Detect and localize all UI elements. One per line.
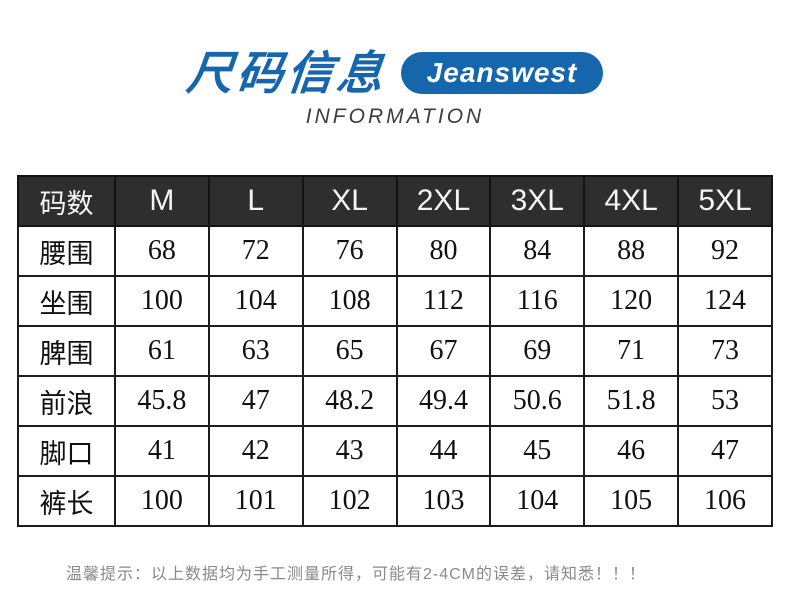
size-header-cell: L bbox=[207, 175, 304, 227]
row-label: 裤长 bbox=[17, 475, 116, 527]
measurement-cell: 72 bbox=[207, 225, 304, 277]
measurement-cell: 112 bbox=[395, 275, 492, 327]
row-label: 脚口 bbox=[17, 425, 116, 477]
table-row: 脚口 41 42 43 44 45 46 47 bbox=[17, 425, 773, 477]
measurement-cell: 124 bbox=[677, 275, 773, 327]
measurement-cell: 84 bbox=[489, 225, 586, 277]
measurement-cell: 71 bbox=[583, 325, 680, 377]
measurement-cell: 92 bbox=[677, 225, 773, 277]
table-row: 脾围 61 63 65 67 69 71 73 bbox=[17, 325, 773, 377]
measurement-cell: 76 bbox=[301, 225, 398, 277]
size-info-page: 尺码信息 Jeanswest INFORMATION 码数 M L XL 2XL 3XL 4… bbox=[0, 47, 790, 591]
measurement-cell: 42 bbox=[207, 425, 304, 477]
jeanswest-logo: Jeanswest bbox=[400, 52, 604, 94]
size-header-cell: 3XL bbox=[489, 175, 586, 227]
measurement-cell: 45 bbox=[489, 425, 586, 477]
size-table-body: 腰围 68 72 76 80 84 88 92 坐围 100 104 108 112 116 120 124 脾… bbox=[17, 225, 773, 527]
measurement-cell: 104 bbox=[489, 475, 586, 527]
measurement-cell: 103 bbox=[395, 475, 492, 527]
page-subtitle: INFORMATION bbox=[305, 105, 485, 128]
measurement-cell: 104 bbox=[207, 275, 304, 327]
page-title: 尺码信息 bbox=[183, 47, 390, 99]
measurement-cell: 47 bbox=[207, 375, 304, 427]
size-header-cell: 2XL bbox=[395, 175, 492, 227]
measurement-cell: 102 bbox=[301, 475, 398, 527]
measurement-cell: 46 bbox=[583, 425, 680, 477]
size-header-cell: M bbox=[114, 175, 210, 227]
measurement-cell: 120 bbox=[583, 275, 680, 327]
measurement-cell: 68 bbox=[114, 225, 210, 277]
size-header-cell: 5XL bbox=[677, 175, 773, 227]
measurement-cell: 44 bbox=[395, 425, 492, 477]
disclaimer-note: 温馨提示：以上数据均为手工测量所得，可能有2-4CM的误差，请知悉！！！ bbox=[66, 566, 647, 583]
measurement-cell: 108 bbox=[301, 275, 398, 327]
measurement-cell: 100 bbox=[114, 275, 210, 327]
size-header-cell: XL bbox=[301, 175, 398, 227]
table-row: 腰围 68 72 76 80 84 88 92 bbox=[17, 225, 773, 277]
size-table-corner-header: 码数 bbox=[17, 175, 116, 227]
measurement-cell: 116 bbox=[489, 275, 586, 327]
measurement-cell: 47 bbox=[677, 425, 773, 477]
measurement-cell: 50.6 bbox=[489, 375, 586, 427]
size-header-cell: 4XL bbox=[583, 175, 680, 227]
measurement-cell: 41 bbox=[114, 425, 210, 477]
measurement-cell: 61 bbox=[114, 325, 210, 377]
table-row: 前浪 45.8 47 48.2 49.4 50.6 51.8 53 bbox=[17, 375, 773, 427]
measurement-cell: 106 bbox=[677, 475, 773, 527]
table-row: 坐围 100 104 108 112 116 120 124 bbox=[17, 275, 773, 327]
size-table-header-row: 码数 M L XL 2XL 3XL 4XL 5XL bbox=[17, 175, 773, 227]
measurement-cell: 51.8 bbox=[583, 375, 680, 427]
measurement-cell: 80 bbox=[395, 225, 492, 277]
row-label: 脾围 bbox=[17, 325, 116, 377]
measurement-cell: 63 bbox=[207, 325, 304, 377]
measurement-cell: 100 bbox=[114, 475, 210, 527]
size-table: 码数 M L XL 2XL 3XL 4XL 5XL 腰围 68 72 76 80 84 88 92 坐围 100… bbox=[17, 175, 773, 527]
measurement-cell: 48.2 bbox=[301, 375, 398, 427]
measurement-cell: 65 bbox=[301, 325, 398, 377]
measurement-cell: 101 bbox=[207, 475, 304, 527]
table-row: 裤长 100 101 102 103 104 105 106 bbox=[17, 475, 773, 527]
page-header: 尺码信息 Jeanswest bbox=[0, 47, 790, 99]
measurement-cell: 53 bbox=[677, 375, 773, 427]
measurement-cell: 67 bbox=[395, 325, 492, 377]
measurement-cell: 49.4 bbox=[395, 375, 492, 427]
measurement-cell: 69 bbox=[489, 325, 586, 377]
measurement-cell: 105 bbox=[583, 475, 680, 527]
measurement-cell: 73 bbox=[677, 325, 773, 377]
row-label: 坐围 bbox=[17, 275, 116, 327]
measurement-cell: 45.8 bbox=[114, 375, 210, 427]
measurement-cell: 43 bbox=[301, 425, 398, 477]
row-label: 前浪 bbox=[17, 375, 116, 427]
size-table-head: 码数 M L XL 2XL 3XL 4XL 5XL bbox=[17, 175, 773, 227]
measurement-cell: 88 bbox=[583, 225, 680, 277]
row-label: 腰围 bbox=[17, 225, 116, 277]
